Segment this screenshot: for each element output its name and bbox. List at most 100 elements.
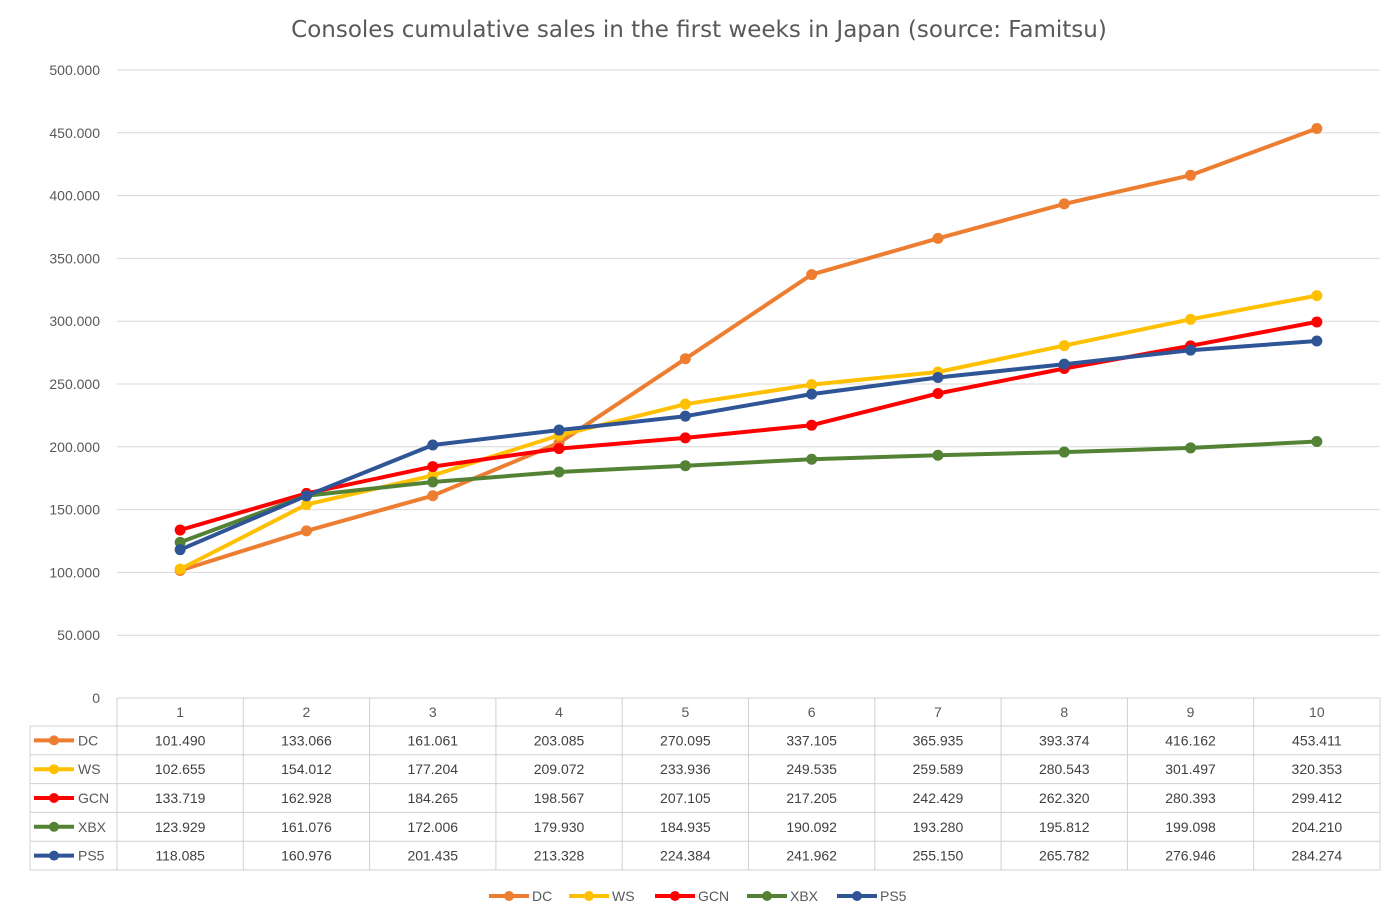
data-point-ws (174, 563, 186, 575)
table-legend-key-marker (49, 850, 59, 861)
x-tick-label: 8 (1060, 704, 1068, 720)
legend-key-marker (762, 891, 772, 901)
table-cell: 195.812 (1039, 819, 1090, 835)
y-tick-label: 500.000 (49, 62, 100, 78)
data-point-xbx (427, 476, 439, 488)
data-point-xbx (932, 449, 944, 461)
table-cell: 184.935 (660, 819, 711, 835)
data-point-gcn (174, 524, 186, 536)
data-point-xbx (679, 460, 691, 472)
y-tick-label: 150.000 (49, 502, 100, 518)
data-point-gcn (806, 419, 818, 431)
data-point-dc (679, 353, 691, 365)
table-series-name: XBX (78, 819, 107, 835)
x-tick-label: 3 (429, 704, 437, 720)
data-point-ws (300, 499, 312, 511)
legend-label: PS5 (880, 888, 907, 904)
y-tick-label: 450.000 (49, 125, 100, 141)
x-tick-label: 5 (681, 704, 689, 720)
data-point-gcn (679, 432, 691, 444)
table-cell: 160.976 (281, 848, 332, 864)
data-point-ps5 (427, 439, 439, 451)
data-table: 1 2 3 4 5 6 7 8 9 10 DC 101.490 133.066 161.061 203.08… (29, 697, 1381, 871)
y-tick-label: 300.000 (49, 313, 100, 329)
table-cell: 199.098 (1165, 819, 1216, 835)
chart-title: Consoles cumulative sales in the first w… (291, 17, 1107, 43)
x-tick-label: 4 (555, 704, 563, 720)
y-tick-label: 400.000 (49, 188, 100, 204)
table-cell: 284.274 (1292, 848, 1343, 864)
data-point-xbx (553, 466, 565, 478)
table-legend-key-marker (49, 735, 59, 746)
data-point-xbx (1058, 446, 1070, 458)
table-cell: 280.393 (1165, 790, 1216, 806)
table-cell: 118.085 (155, 848, 205, 864)
data-point-dc (427, 490, 439, 502)
data-point-dc (1185, 169, 1197, 181)
data-point-gcn (427, 461, 439, 473)
data-point-ps5 (1185, 344, 1197, 356)
table-cell: 198.567 (534, 790, 585, 806)
data-point-gcn (553, 443, 565, 455)
table-legend-key-marker (49, 821, 59, 832)
table-cell: 255.150 (913, 848, 964, 864)
table-cell: 265.782 (1039, 848, 1090, 864)
table-cell: 162.928 (281, 790, 332, 806)
data-point-ps5 (806, 388, 818, 400)
table-cell: 204.210 (1292, 819, 1343, 835)
table-cell: 262.320 (1039, 790, 1090, 806)
table-cell: 270.095 (660, 732, 711, 748)
table-cell: 102.655 (155, 761, 206, 777)
table-cell: 416.162 (1165, 732, 1216, 748)
data-point-ws (1185, 313, 1197, 325)
x-tick-label: 6 (808, 704, 816, 720)
table-cell: 203.085 (534, 732, 585, 748)
x-tick-label: 1 (176, 704, 184, 720)
table-cell: 201.435 (407, 848, 458, 864)
table-cell: 193.280 (913, 819, 964, 835)
table-cell: 209.072 (534, 761, 585, 777)
series-line-xbx (178, 439, 1319, 545)
table-cell: 233.936 (660, 761, 711, 777)
data-point-ws (806, 379, 818, 391)
data-point-ws (1311, 290, 1323, 302)
table-cell: 259.589 (913, 761, 964, 777)
table-cell: 453.411 (1292, 732, 1342, 748)
table-legend-key-marker (49, 764, 59, 775)
table-cell: 320.353 (1292, 761, 1343, 777)
x-tick-label: 2 (303, 704, 311, 720)
legend-key-marker (670, 891, 680, 901)
data-point-ps5 (1311, 335, 1323, 347)
x-tick-label: 9 (1187, 704, 1195, 720)
table-cell: 101.490 (155, 732, 206, 748)
legend: DC WS GCN XBX PS5 (489, 888, 907, 904)
y-tick-label: 100.000 (49, 564, 100, 580)
table-cell: 207.105 (660, 790, 711, 806)
table-cell: 217.205 (786, 790, 837, 806)
table-cell: 161.061 (407, 732, 458, 748)
gridlines (117, 69, 1380, 636)
data-point-gcn (932, 388, 944, 400)
legend-key-marker (504, 891, 514, 901)
data-point-dc (806, 269, 818, 281)
data-point-dc (300, 525, 312, 537)
table-cell: 154.012 (281, 761, 332, 777)
table-cell: 242.429 (913, 790, 964, 806)
table-cell: 123.929 (155, 819, 206, 835)
table-cell: 190.092 (786, 819, 837, 835)
legend-label: GCN (698, 888, 729, 904)
table-cell: 184.265 (407, 790, 458, 806)
table-series-name: DC (78, 732, 98, 748)
data-point-ps5 (174, 544, 186, 556)
data-point-dc (932, 232, 944, 244)
data-point-xbx (1311, 436, 1323, 448)
table-cell: 299.412 (1292, 790, 1343, 806)
table-cell: 393.374 (1039, 732, 1090, 748)
y-tick-label: 350.000 (49, 250, 100, 266)
table-cell: 241.962 (786, 848, 837, 864)
data-point-ws (1058, 340, 1070, 352)
x-tick-label: 10 (1309, 704, 1325, 720)
y-tick-label: 200.000 (49, 439, 100, 455)
table-series-name: GCN (78, 790, 109, 806)
